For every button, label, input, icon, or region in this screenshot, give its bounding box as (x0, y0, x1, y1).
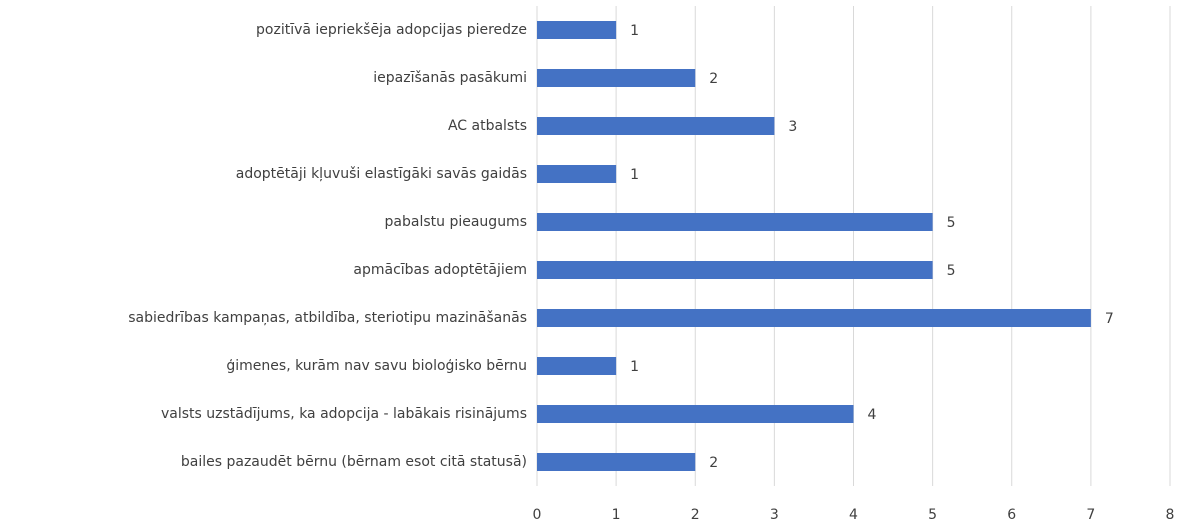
x-tick-label: 8 (1166, 507, 1175, 523)
y-tick-label: apmācības adoptētājiem (353, 262, 527, 278)
bar (537, 309, 1091, 327)
bar (537, 21, 617, 39)
bar (537, 69, 696, 87)
data-label: 1 (630, 359, 639, 375)
bar (537, 117, 775, 135)
y-tick-label: bailes pazaudēt bērnu (bērnam esot citā … (181, 454, 527, 470)
bar (537, 453, 696, 471)
data-label: 1 (630, 167, 639, 183)
data-label: 5 (947, 215, 956, 231)
y-tick-label: pozitīvā iepriekšēja adopcijas pieredze (256, 22, 527, 38)
data-label: 7 (1105, 311, 1114, 327)
y-tick-label: ģimenes, kurām nav savu bioloģisko bērnu (226, 358, 527, 374)
x-tick-label: 7 (1086, 507, 1095, 523)
bar (537, 357, 617, 375)
x-tick-label: 6 (1007, 507, 1016, 523)
data-label: 3 (788, 119, 797, 135)
y-tick-label: pabalstu pieaugums (385, 214, 527, 230)
x-tick-label: 1 (612, 507, 621, 523)
x-tick-label: 5 (928, 507, 937, 523)
bar (537, 165, 617, 183)
y-tick-label: valsts uzstādījums, ka adopcija - labāka… (161, 406, 527, 422)
y-tick-label: adoptētāji kļuvuši elastīgāki savās gaid… (236, 166, 527, 182)
y-tick-label: sabiedrības kampaņas, atbildība, steriot… (128, 310, 527, 326)
y-tick-label: iepazīšanās pasākumi (373, 70, 527, 86)
data-label: 2 (709, 455, 718, 471)
bar (537, 261, 933, 279)
x-tick-label: 0 (533, 507, 542, 523)
data-label: 5 (947, 263, 956, 279)
bar (537, 405, 854, 423)
bar (537, 213, 933, 231)
x-tick-label: 3 (770, 507, 779, 523)
x-tick-label: 4 (849, 507, 858, 523)
y-tick-label: AC atbalsts (448, 118, 527, 134)
data-label: 2 (709, 71, 718, 87)
data-label: 4 (868, 407, 877, 423)
x-tick-label: 2 (691, 507, 700, 523)
data-label: 1 (630, 23, 639, 39)
